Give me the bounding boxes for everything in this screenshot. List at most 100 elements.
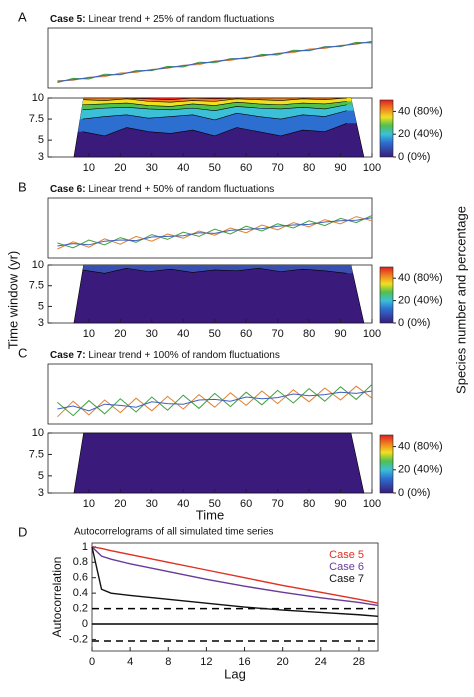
x-tick-label: 12	[200, 656, 212, 668]
y-tick-label: 0.2	[73, 602, 88, 614]
legend-entry: Case 6	[329, 561, 364, 573]
colorbar-label: Species number and percentage	[453, 206, 468, 394]
valid-region	[73, 432, 365, 494]
band-fill	[73, 265, 364, 274]
x-tick-label: 60	[240, 498, 252, 510]
x-tick-label: 20	[114, 162, 126, 174]
y-axis-label: Autocorrelation	[50, 557, 64, 638]
y-tick-label: 1	[82, 541, 88, 553]
x-tick-label: 24	[315, 656, 327, 668]
x-tick-label: 0	[89, 656, 95, 668]
contour-bands	[73, 265, 364, 274]
x-tick-label: 30	[146, 328, 158, 340]
plot-frame	[47, 197, 373, 259]
x-tick-label: 90	[334, 162, 346, 174]
panel-title: Case 5: Linear trend + 25% of random flu…	[50, 14, 274, 25]
x-tick-label: 100	[363, 328, 381, 340]
y-tick-label: 5	[38, 300, 44, 312]
y-tick-label: 0	[82, 618, 88, 630]
y-tick-label: 3	[38, 317, 44, 329]
x-tick-label: 80	[303, 498, 315, 510]
contour-line	[82, 268, 347, 274]
series-line	[57, 41, 373, 82]
colorbar-tick-label: 40 (80%)	[398, 441, 443, 453]
x-tick-label: 10	[83, 162, 95, 174]
x-tick-label: 20	[114, 498, 126, 510]
contour-line	[82, 98, 347, 100]
title-bold: Case 5:	[50, 14, 86, 25]
x-tick-label: 80	[303, 162, 315, 174]
x-tick-label: 40	[177, 162, 189, 174]
x-tick-label: 50	[209, 498, 221, 510]
x-tick-label: 30	[146, 498, 158, 510]
x-tick-label: 40	[177, 328, 189, 340]
x-tick-label: 10	[83, 328, 95, 340]
series-line	[57, 384, 373, 417]
x-tick-label: 70	[272, 162, 284, 174]
x-tick-label: 50	[209, 328, 221, 340]
x-tick-label: 100	[363, 498, 381, 510]
x-tick-label: 70	[272, 498, 284, 510]
band-fill	[73, 98, 364, 103]
y-tick-label: 3	[38, 151, 44, 163]
panel-letter: B	[18, 179, 27, 194]
x-tick-label: 80	[303, 328, 315, 340]
colorbar	[379, 434, 394, 494]
valid-region	[73, 264, 365, 324]
title-bold: Case 6:	[50, 184, 86, 195]
series-line	[57, 217, 373, 247]
panel-letter: C	[18, 345, 27, 360]
x-tick-label: 30	[146, 162, 158, 174]
colorbar-tick-label: 40 (80%)	[398, 105, 443, 117]
x-tick-label: 50	[209, 162, 221, 174]
y-tick-label: 7.5	[29, 448, 44, 460]
legend-entry: Case 5	[329, 549, 364, 561]
y-tick-label: 10	[32, 259, 44, 271]
y-tick-label: 0.4	[73, 587, 88, 599]
x-tick-label: 4	[127, 656, 133, 668]
panel-title: Case 6: Linear trend + 50% of random flu…	[50, 184, 274, 195]
y-tick-label: 0.8	[73, 556, 88, 568]
legend-entry: Case 7	[329, 573, 364, 585]
y-axis-label: Time window (yr)	[5, 251, 20, 349]
series-line	[91, 546, 379, 604]
contour-line	[82, 110, 347, 121]
y-tick-label: 3	[38, 487, 44, 499]
x-tick-label: 20	[114, 328, 126, 340]
panel-title: Autocorrelograms of all simulated time s…	[74, 527, 274, 538]
x-tick-label: 60	[240, 162, 252, 174]
colorbar-tick-label: 0 (0%)	[398, 151, 430, 163]
x-tick-label: 90	[334, 328, 346, 340]
x-axis-label: Lag	[224, 666, 246, 681]
colorbar-tick-label: 40 (80%)	[398, 272, 443, 284]
title-text: Linear trend + 50% of random fluctuation…	[86, 184, 275, 195]
x-tick-label: 28	[353, 656, 365, 668]
y-tick-label: 7.5	[29, 113, 44, 125]
contour-line	[82, 104, 347, 111]
y-tick-label: -0.2	[69, 633, 88, 645]
title-text: Linear trend + 100% of random fluctuatio…	[86, 350, 280, 361]
title-bold: Case 7:	[50, 350, 86, 361]
x-tick-label: 90	[334, 498, 346, 510]
plot-frame	[47, 27, 373, 89]
panel-title: Case 7: Linear trend + 100% of random fl…	[50, 350, 280, 361]
contour-line	[82, 123, 347, 137]
series-line	[57, 390, 373, 412]
x-tick-label: 20	[277, 656, 289, 668]
colorbar-tick-label: 0 (0%)	[398, 487, 430, 499]
panel-letter: D	[18, 524, 27, 539]
y-tick-label: 5	[38, 134, 44, 146]
x-axis-label: Time	[196, 507, 224, 522]
colorbar	[379, 266, 394, 324]
series-line	[91, 546, 379, 607]
y-tick-label: 10	[32, 92, 44, 104]
colorbar	[379, 99, 394, 158]
y-tick-label: 5	[38, 470, 44, 482]
x-tick-label: 70	[272, 328, 284, 340]
colorbar-tick-label: 20 (40%)	[398, 464, 443, 476]
series-line	[91, 546, 379, 617]
x-tick-label: 40	[177, 498, 189, 510]
contour-bands	[73, 98, 364, 137]
series-line	[57, 214, 373, 249]
